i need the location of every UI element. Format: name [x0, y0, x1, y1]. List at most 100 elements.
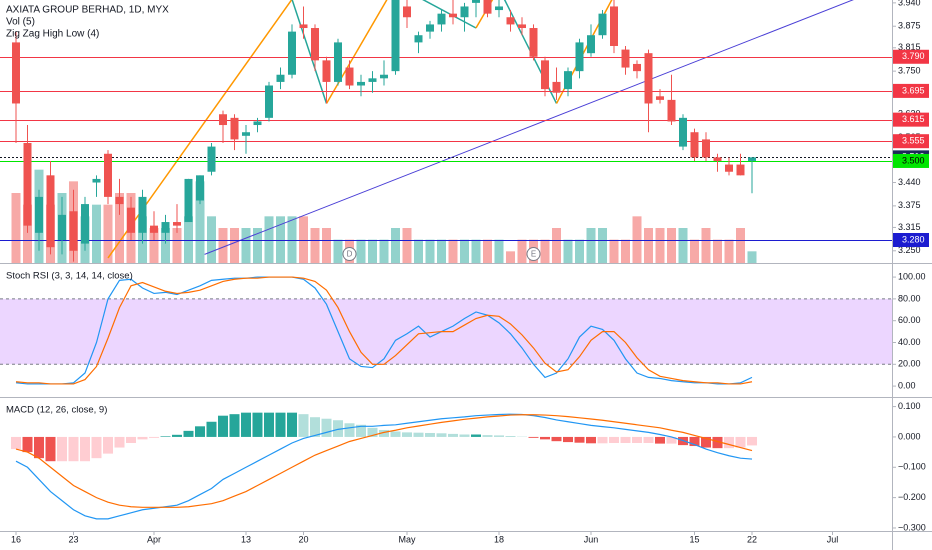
volume-bar: [379, 239, 389, 263]
y-tick-label: 3.375: [898, 200, 921, 210]
candle-body: [35, 196, 43, 233]
line-series: [15, 413, 753, 520]
histogram-bar: [632, 436, 642, 443]
volume-bar: [724, 239, 734, 263]
candle-body: [414, 35, 423, 43]
pane-title: MACD (12, 26, close, 9): [6, 405, 107, 416]
histogram-bar: [425, 432, 435, 437]
candle-body: [311, 28, 319, 61]
histogram-bar: [367, 427, 378, 437]
volume-bar: [644, 228, 653, 263]
histogram-bar: [218, 415, 228, 437]
volume-bar: [276, 216, 285, 263]
volume-bar: [598, 228, 607, 263]
histogram-bar: [22, 436, 33, 453]
volume-bar: [621, 239, 630, 263]
y-tick-label: 0.000: [898, 431, 921, 441]
histogram-bar: [390, 431, 401, 437]
volume-bar: [402, 228, 412, 263]
x-tick-label: Jul: [827, 534, 839, 544]
volume-bar: [736, 228, 745, 263]
candle-body: [564, 71, 572, 90]
volume-bar: [299, 216, 308, 263]
histogram-bar: [183, 430, 194, 437]
histogram-bar: [126, 436, 136, 443]
candle-body: [334, 42, 342, 82]
candle-body: [679, 117, 687, 147]
histogram-bar: [137, 436, 148, 440]
histogram-bar: [321, 418, 332, 437]
level-tag: [893, 153, 929, 168]
event-marker: [526, 247, 541, 261]
y-tick-label: 3.315: [898, 222, 921, 232]
level-tag-label: 3.555: [902, 136, 925, 146]
x-tick-label: 20: [298, 534, 308, 544]
candle-body: [702, 139, 710, 158]
histogram-bar: [712, 436, 723, 449]
x-tick-label: 16: [11, 534, 21, 544]
histogram-bar: [241, 412, 251, 437]
candle-body: [380, 74, 388, 79]
y-tick-label: 60.00: [898, 315, 921, 325]
level-tag: [893, 112, 929, 127]
volume-bar: [632, 216, 642, 263]
histogram-bar: [356, 424, 366, 437]
volume-bar: [448, 239, 458, 263]
volume-bar: [747, 251, 757, 263]
histogram-bar: [459, 434, 470, 437]
y-tick-label: 40.00: [898, 337, 921, 347]
candle-body: [633, 63, 641, 72]
candle-body: [506, 17, 515, 25]
candle-body: [23, 142, 32, 226]
histogram-bar: [252, 412, 263, 437]
candle-body: [127, 207, 135, 233]
event-label: E: [531, 250, 536, 259]
candle-body: [472, 0, 480, 3]
volume-bar: [264, 216, 274, 263]
histogram-bar: [436, 433, 447, 437]
volume-bar: [356, 239, 366, 263]
y-tick-label: −0.100: [898, 462, 926, 472]
volume-bar: [161, 228, 170, 263]
candle-body: [736, 164, 745, 176]
histogram-bar: [68, 436, 79, 462]
candle-body: [610, 6, 618, 46]
histogram-bar: [597, 436, 608, 444]
volume-bar: [195, 181, 205, 263]
volume-bar: [540, 239, 550, 263]
candle-body: [518, 24, 526, 29]
candle-body: [138, 196, 147, 233]
candle-body: [449, 13, 457, 18]
zigzag-segment: [422, 0, 477, 29]
candle-body: [173, 222, 181, 226]
histogram-bar: [655, 436, 665, 444]
volume-bar: [552, 228, 561, 263]
zigzag-segment: [291, 0, 328, 104]
volume-bar: [218, 228, 228, 263]
y-tick-label: 3.250: [898, 245, 921, 255]
volume-bar: [23, 204, 32, 263]
histogram-bar: [471, 434, 481, 437]
histogram-bar: [379, 429, 389, 437]
volume-bar: [115, 193, 124, 263]
volume-bar: [701, 228, 711, 263]
histogram-bar: [528, 436, 539, 438]
y-tick-label: −0.200: [898, 492, 926, 502]
histogram-bar: [724, 436, 734, 449]
histogram-bar: [620, 436, 631, 443]
candle-body: [748, 157, 756, 161]
volume-bar: [310, 228, 320, 263]
y-tick-label: 0.100: [898, 401, 921, 411]
line-series: [15, 414, 753, 508]
candle-body: [253, 121, 262, 126]
candle-body: [529, 28, 538, 57]
histogram-bar: [413, 432, 424, 437]
candle-body: [437, 13, 446, 25]
candle-body: [426, 24, 434, 32]
histogram-bar: [57, 436, 67, 462]
volume-bar: [506, 251, 515, 263]
histogram-bar: [563, 436, 573, 443]
candle-body: [644, 53, 653, 104]
volume-bar: [425, 239, 435, 263]
